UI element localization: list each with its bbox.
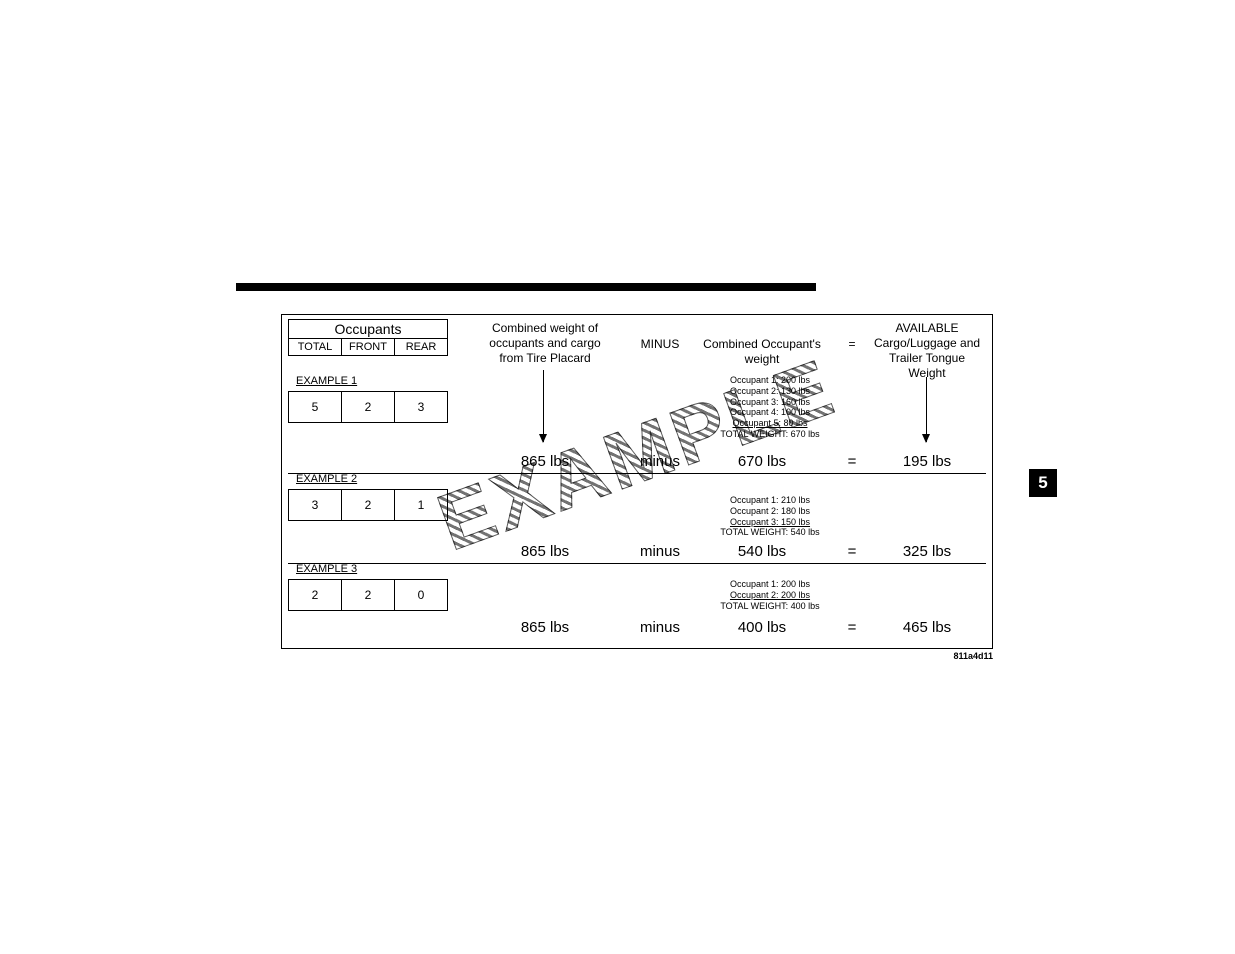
occupants-cell: 3 [395, 392, 447, 422]
occupant-detail-line: Occupant 1: 200 lbs [700, 375, 840, 386]
occupant-weight-header: Combined Occupant's weight [682, 337, 842, 367]
equals-label: = [842, 619, 862, 636]
occupant-detail-line: Occupant 2: 200 lbs [700, 590, 840, 601]
occupant-detail-line: Occupant 3: 160 lbs [700, 397, 840, 408]
occupants-header-box: Occupants TOTAL FRONT REAR [288, 319, 448, 356]
section-divider [288, 473, 986, 474]
occupant-weight-detail: Occupant 1: 210 lbsOccupant 2: 180 lbsOc… [700, 495, 840, 538]
section-divider [288, 563, 986, 564]
occupant-detail-total: TOTAL WEIGHT: 540 lbs [700, 527, 840, 538]
available-weight-header: AVAILABLE Cargo/Luggage and Trailer Tong… [864, 321, 990, 381]
occupants-cell: 1 [395, 490, 447, 520]
occupants-cell: 5 [289, 392, 342, 422]
occupant-detail-line: Occupant 1: 210 lbs [700, 495, 840, 506]
occupant-detail-total: TOTAL WEIGHT: 400 lbs [700, 601, 840, 612]
occupant-weight-value: 540 lbs [682, 543, 842, 560]
col-total-header: TOTAL [289, 339, 342, 355]
combined-weight-header: Combined weight of occupants and cargo f… [460, 321, 630, 366]
occupant-detail-total: TOTAL WEIGHT: 670 lbs [700, 429, 840, 440]
occupants-cell: 2 [342, 392, 395, 422]
placard-weight-value: 865 lbs [460, 453, 630, 470]
placard-weight-value: 865 lbs [460, 619, 630, 636]
occupants-cell: 2 [289, 580, 342, 610]
occupant-detail-line: Occupant 2: 130 lbs [700, 386, 840, 397]
equals-header: = [842, 337, 862, 352]
occupant-detail-line: Occupant 1: 200 lbs [700, 579, 840, 590]
occupants-title: Occupants [289, 320, 447, 339]
example-label: EXAMPLE 2 [296, 473, 357, 485]
col-front-header: FRONT [342, 339, 395, 355]
occupants-mini-table: 220 [288, 579, 448, 611]
minus-label: minus [630, 453, 690, 470]
occupant-detail-line: Occupant 5: 80 lbs [700, 418, 840, 429]
load-capacity-example-figure: Occupants TOTAL FRONT REAR Combined weig… [281, 314, 993, 649]
occupant-weight-value: 670 lbs [682, 453, 842, 470]
occupants-cell: 0 [395, 580, 447, 610]
occupants-cell: 2 [342, 580, 395, 610]
col-rear-header: REAR [395, 339, 447, 355]
equals-label: = [842, 543, 862, 560]
horizontal-rule [236, 283, 816, 291]
available-weight-value: 325 lbs [864, 543, 990, 560]
figure-caption: 811a4d11 [281, 651, 993, 661]
placard-weight-value: 865 lbs [460, 543, 630, 560]
available-weight-value: 465 lbs [864, 619, 990, 636]
occupants-cell: 3 [289, 490, 342, 520]
occupants-mini-table: 321 [288, 489, 448, 521]
occupant-weight-detail: Occupant 1: 200 lbsOccupant 2: 200 lbsTO… [700, 579, 840, 611]
minus-header: MINUS [630, 337, 690, 352]
arrow-down-icon [543, 370, 544, 442]
page-number-tab: 5 [1029, 469, 1057, 497]
example-label: EXAMPLE 1 [296, 375, 357, 387]
occupant-detail-line: Occupant 2: 180 lbs [700, 506, 840, 517]
occupants-cell: 2 [342, 490, 395, 520]
occupant-weight-detail: Occupant 1: 200 lbsOccupant 2: 130 lbsOc… [700, 375, 840, 440]
minus-label: minus [630, 543, 690, 560]
occupant-detail-line: Occupant 4: 100 lbs [700, 407, 840, 418]
available-weight-value: 195 lbs [864, 453, 990, 470]
occupant-detail-line: Occupant 3: 150 lbs [700, 517, 840, 528]
occupants-mini-table: 523 [288, 391, 448, 423]
example-label: EXAMPLE 3 [296, 563, 357, 575]
minus-label: minus [630, 619, 690, 636]
arrow-down-icon [926, 377, 927, 442]
equals-label: = [842, 453, 862, 470]
occupant-weight-value: 400 lbs [682, 619, 842, 636]
